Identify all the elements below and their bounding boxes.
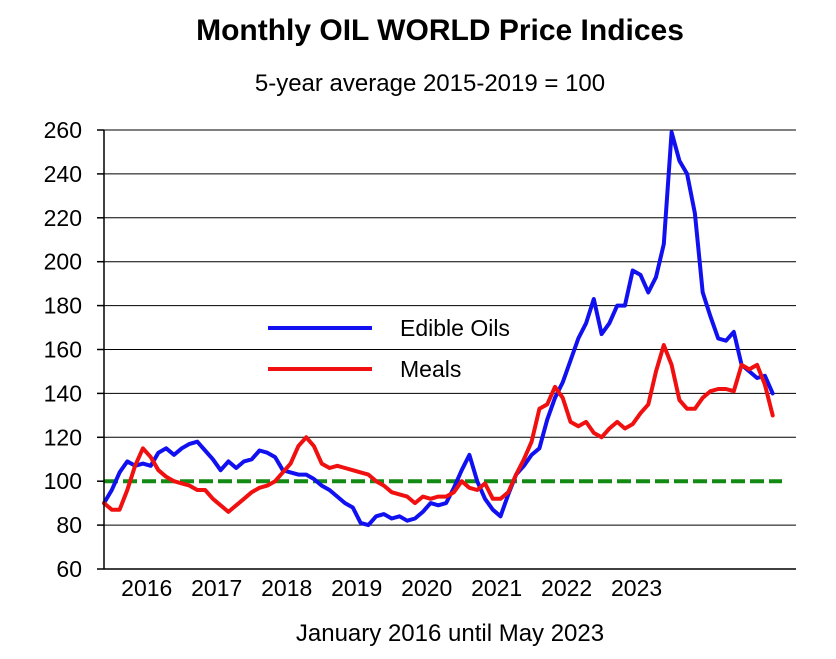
y-tick-label: 200 [44, 249, 82, 275]
x-tick-label-2016: 2016 [121, 575, 172, 601]
series-line-meals [102, 343, 775, 514]
chart-subtitle: 5-year average 2015-2019 = 100 [254, 70, 606, 97]
x-axis-label: January 2016 until May 2023 [295, 620, 605, 647]
y-tick-label: 220 [44, 205, 82, 231]
y-tick-label: 120 [44, 424, 82, 450]
y-tick-label: 80 [56, 512, 82, 538]
y-tick-label: 100 [44, 468, 82, 494]
y-tick-labels: 60 80 100 120 140 160 180 200 220 240 260 [44, 117, 82, 582]
x-tick-label-2020: 2020 [401, 575, 452, 601]
y-tick-label: 140 [44, 380, 82, 406]
legend: Edible Oils Meals [268, 315, 510, 382]
x-tick-label-2023: 2023 [611, 575, 662, 601]
x-tick-label-2021: 2021 [471, 575, 522, 601]
x-tick-label-2022: 2022 [541, 575, 592, 601]
y-tick-label: 260 [44, 117, 82, 143]
legend-label-edible-oils: Edible Oils [400, 315, 510, 341]
y-tick-label: 180 [44, 293, 82, 319]
chart-title: Monthly OIL WORLD Price Indices [196, 14, 684, 47]
legend-label-meals: Meals [400, 356, 461, 382]
y-tick-label: 60 [56, 556, 82, 582]
x-tick-label-2018: 2018 [261, 575, 312, 601]
axes [97, 129, 796, 570]
x-tick-labels: 2016 2017 2018 2019 2020 2021 2022 2023 [121, 575, 662, 601]
y-tick-label: 240 [44, 161, 82, 187]
y-tick-label: 160 [44, 337, 82, 363]
series-line-edible-oils [102, 130, 775, 528]
x-tick-label-2019: 2019 [331, 575, 382, 601]
grid-lines [104, 129, 796, 526]
x-tick-label-2017: 2017 [191, 575, 242, 601]
series-group [102, 130, 775, 528]
